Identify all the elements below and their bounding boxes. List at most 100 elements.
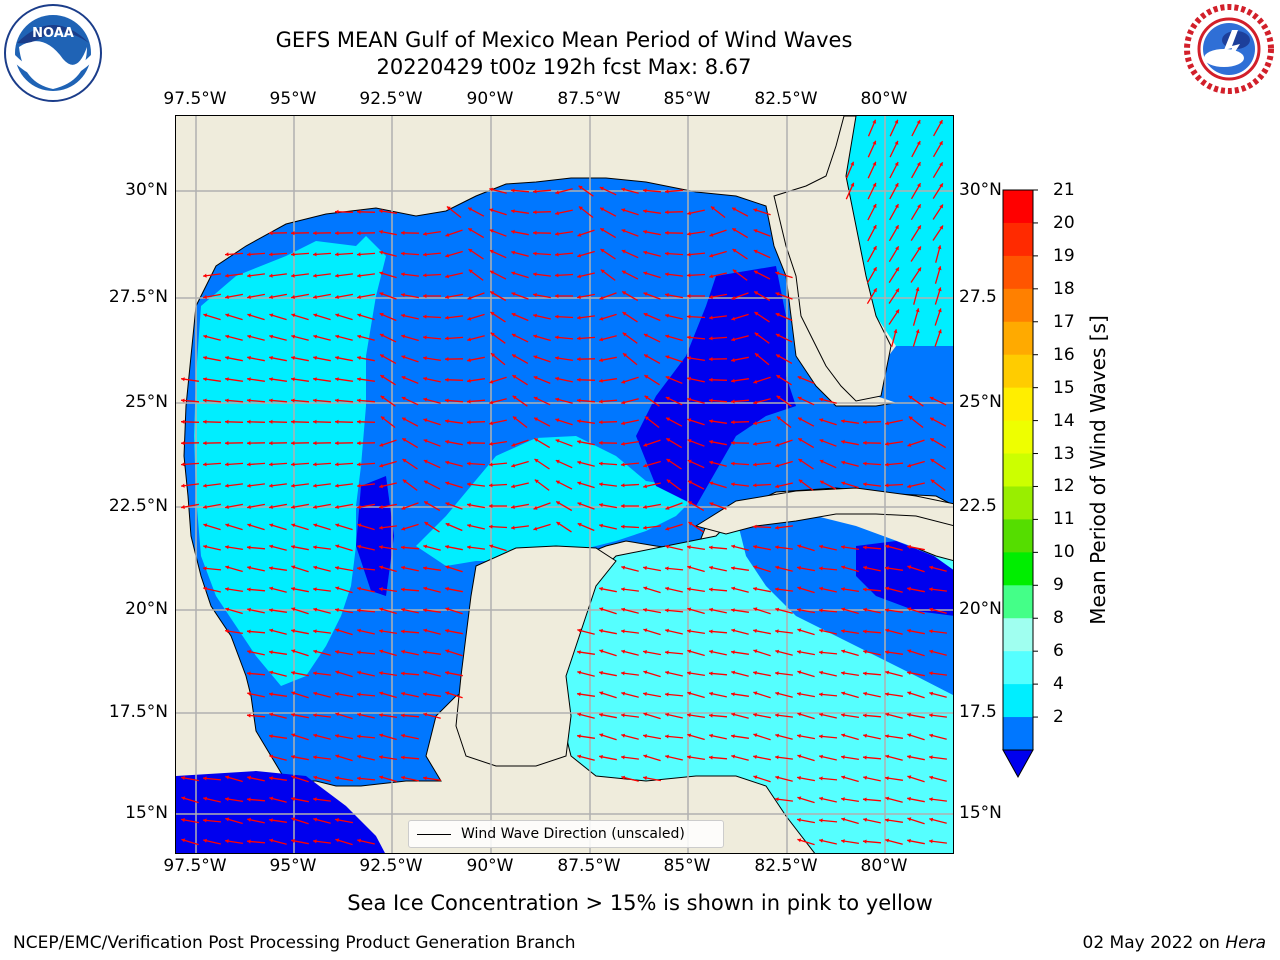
footer-date-text: 02 May 2022 on (1082, 933, 1220, 953)
wave-direction-arrowhead (621, 629, 625, 634)
wave-direction-arrowhead (335, 377, 339, 382)
wave-direction-arrowhead (181, 441, 185, 446)
wave-direction-arrowhead (643, 692, 647, 697)
wave-direction-arrowhead (269, 231, 273, 236)
wave-direction-arrowhead (688, 522, 693, 526)
wave-direction-arrowhead (380, 416, 385, 421)
wave-direction-arrowhead (423, 544, 428, 549)
lat-tick-right: 25°N (959, 392, 1002, 412)
wave-direction-arrowhead (687, 418, 692, 423)
wave-direction-arrowhead (939, 141, 943, 146)
wave-direction-arrowhead (511, 525, 515, 530)
wave-direction-arrowhead (643, 628, 648, 633)
wave-direction-arrowhead (841, 817, 846, 822)
wave-direction-arrowhead (577, 481, 582, 486)
wave-direction-arrowhead (511, 312, 516, 317)
wave-direction-arrowhead (357, 566, 361, 571)
wave-direction-arrowhead (841, 733, 846, 738)
wave-direction-arrowhead (907, 712, 911, 717)
wave-direction-arrowhead (797, 734, 801, 739)
wave-direction-arrowhead (511, 504, 515, 509)
wave-direction-arrowhead (313, 545, 317, 550)
wave-direction-arrowhead (599, 399, 603, 404)
wave-direction-arrowhead (907, 670, 911, 675)
wave-direction-arrowhead (643, 442, 648, 447)
wave-direction-arrowhead (380, 354, 385, 359)
wave-direction-arrowhead (819, 439, 824, 443)
wave-direction-arrowhead (907, 607, 912, 612)
wave-direction-arrowhead (247, 377, 251, 382)
wave-direction-arrowhead (929, 671, 933, 676)
wave-direction-arrowhead (894, 204, 899, 209)
wave-direction-arrowhead (753, 628, 757, 633)
wave-direction-arrowhead (621, 775, 626, 780)
wave-direction-arrowhead (907, 463, 912, 468)
wave-direction-arrowhead (798, 417, 802, 422)
wave-direction-arrowhead (731, 358, 735, 363)
footer-date: 02 May 2022 on Hera (1083, 933, 1267, 953)
wave-direction-arrowhead (665, 712, 669, 717)
wave-direction-arrowhead (863, 733, 867, 738)
wave-direction-arrowhead (621, 229, 626, 233)
wave-direction-arrowhead (885, 628, 890, 633)
wave-direction-arrowhead (225, 441, 229, 446)
wave-direction-arrowhead (863, 691, 867, 696)
wave-direction-arrowhead (665, 628, 669, 633)
colorbar-tick-label: 12 (1053, 476, 1075, 497)
wave-direction-arrowhead (907, 691, 912, 696)
wave-direction-arrowhead (379, 504, 383, 509)
wave-direction-arrowhead (687, 733, 692, 738)
wave-direction-arrowhead (577, 253, 582, 258)
wave-direction-arrowhead (401, 755, 405, 760)
wave-direction-arrowhead (753, 670, 757, 675)
wave-direction-arrowhead (533, 293, 537, 298)
wave-direction-arrowhead (423, 397, 428, 402)
wave-direction-arrowhead (269, 776, 273, 781)
wave-direction-arrowhead (894, 140, 899, 145)
wave-direction-arrowhead (401, 733, 405, 738)
wave-direction-arrowhead (269, 838, 274, 843)
wave-direction-arrowhead (357, 273, 361, 278)
wave-direction-arrowhead (775, 545, 779, 550)
wave-direction-arrowhead (819, 459, 824, 464)
wave-direction-arrowhead (666, 438, 671, 442)
wave-direction-arrowhead (895, 309, 899, 314)
wave-direction-arrowhead (599, 337, 604, 342)
wave-direction-arrowhead (335, 712, 340, 717)
wave-direction-arrowhead (269, 692, 273, 697)
wave-direction-arrowhead (643, 650, 647, 655)
lat-tick-left: 22.5°N (108, 496, 168, 516)
wave-direction-arrowhead (335, 313, 340, 318)
wave-direction-arrowhead (357, 670, 361, 675)
wave-direction-arrowhead (819, 650, 823, 655)
chart-title: GEFS MEAN Gulf of Mexico Mean Period of … (275, 28, 853, 52)
wave-direction-arrowhead (895, 267, 899, 272)
wave-direction-arrowhead (599, 607, 604, 612)
lat-tick-right: 20°N (959, 599, 1002, 619)
wave-direction-arrowhead (687, 252, 691, 257)
wave-direction-arrowhead (313, 504, 317, 509)
wave-direction-arrowhead (291, 565, 296, 570)
wave-direction-arrowhead (379, 312, 384, 317)
wave-direction-arrowhead (379, 292, 384, 296)
wave-direction-arrowhead (893, 329, 898, 334)
wave-direction-arrowhead (313, 565, 318, 570)
wave-direction-arrowhead (291, 462, 295, 467)
wave-direction-arrowhead (599, 420, 603, 425)
wave-direction-arrowhead (313, 398, 317, 403)
wave-direction-arrowhead (555, 293, 559, 299)
wave-direction-arrowhead (423, 231, 427, 236)
wave-direction-arrowhead (335, 252, 339, 257)
wave-direction-arrowhead (511, 463, 516, 468)
wave-direction-arrowhead (929, 733, 934, 738)
wave-direction-arrowhead (533, 376, 538, 380)
wave-direction-arrowhead (643, 670, 648, 675)
wave-direction-arrowhead (687, 376, 691, 381)
wave-direction-arrowhead (291, 313, 296, 318)
wave-direction-arrowhead (665, 189, 669, 194)
wave-direction-arrowhead (423, 314, 427, 319)
wave-direction-arrowhead (872, 182, 877, 187)
wave-direction-arrowhead (577, 692, 581, 697)
wave-direction-arrowhead (247, 398, 251, 403)
wave-direction-arrowhead (930, 417, 934, 422)
